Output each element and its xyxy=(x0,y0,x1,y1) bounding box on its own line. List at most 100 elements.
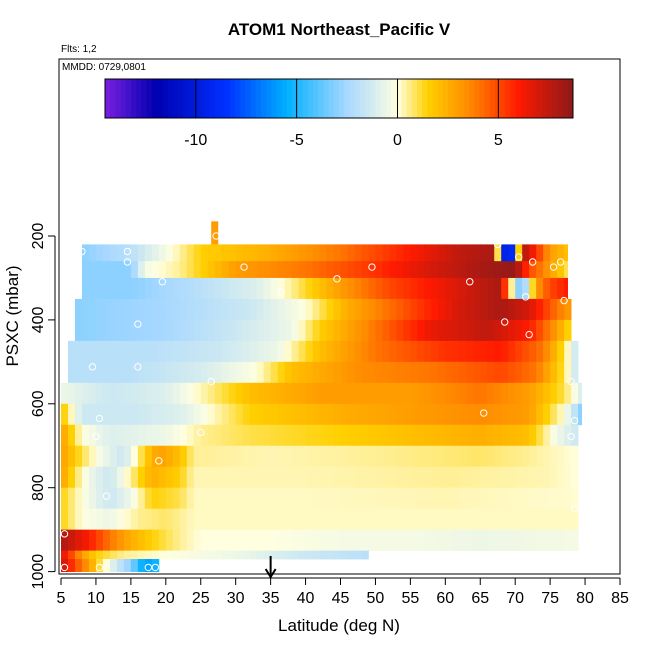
heatmap-cell xyxy=(242,361,251,384)
heatmap-cell xyxy=(361,261,369,279)
heatmap-cell xyxy=(515,508,523,531)
heatmap-cell xyxy=(431,261,439,279)
heatmap-cell xyxy=(235,529,244,552)
heatmap-cell xyxy=(249,261,258,279)
heatmap-cell xyxy=(165,529,174,552)
colorbar-frame xyxy=(104,78,574,119)
heatmap-cell xyxy=(564,340,572,363)
colorbar-segment xyxy=(385,79,392,118)
colorbar-segment xyxy=(131,79,137,118)
heatmap-cell xyxy=(67,340,76,363)
heatmap-cell xyxy=(88,261,97,279)
x-tick-label: 15 xyxy=(122,590,140,607)
heatmap-cell xyxy=(354,487,362,510)
heatmap-cell xyxy=(557,319,565,342)
heatmap-cell xyxy=(354,382,362,405)
heatmap-cell xyxy=(67,550,76,560)
heatmap-cell xyxy=(340,466,348,489)
heatmap-cell xyxy=(578,382,582,405)
heatmap-cell xyxy=(557,466,565,489)
heatmap-cell xyxy=(137,277,146,300)
heatmap-cell xyxy=(102,424,111,447)
heatmap-cell xyxy=(438,424,446,447)
colorbar-segment xyxy=(151,79,158,118)
heatmap-cell xyxy=(403,403,411,426)
heatmap-cell xyxy=(361,466,369,489)
heatmap-cell xyxy=(130,298,139,321)
heatmap-cell xyxy=(536,424,544,447)
colorbar-segment xyxy=(349,79,356,118)
heatmap-cell xyxy=(487,244,495,262)
heatmap-cell xyxy=(466,244,474,262)
heatmap-cell xyxy=(501,403,509,426)
heatmap-cell xyxy=(347,466,355,489)
heatmap-cell xyxy=(193,403,202,426)
heatmap-cell xyxy=(410,382,418,405)
heatmap-cell xyxy=(130,277,139,300)
heatmap-cell xyxy=(88,277,97,300)
heatmap-cell xyxy=(459,261,467,279)
heatmap-cell xyxy=(410,340,418,363)
heatmap-cell xyxy=(382,487,390,510)
heatmap-cell xyxy=(256,277,265,300)
heatmap-cell xyxy=(102,559,111,572)
heatmap-cell xyxy=(123,529,132,552)
heatmap-cell xyxy=(480,487,488,510)
heatmap-cell xyxy=(102,529,111,552)
heatmap-cell xyxy=(326,319,334,342)
observation-point xyxy=(501,318,509,326)
colorbar-segment xyxy=(120,79,127,118)
observation-point xyxy=(95,414,104,423)
heatmap-cell xyxy=(165,319,174,342)
heatmap-cell xyxy=(494,403,502,426)
heatmap-cell xyxy=(172,508,181,531)
heatmap-cell xyxy=(186,244,195,262)
heatmap-cell xyxy=(508,529,516,552)
heatmap-cell xyxy=(424,529,432,552)
heatmap-cell xyxy=(123,403,132,426)
heatmap-cell xyxy=(144,261,153,279)
heatmap-cell xyxy=(151,244,160,262)
heatmap-cell xyxy=(487,382,495,405)
heatmap-cell xyxy=(165,424,174,447)
heatmap-cell xyxy=(228,261,237,279)
heatmap-cell xyxy=(207,508,216,531)
heatmap-cell xyxy=(375,277,383,300)
heatmap-cell xyxy=(305,508,313,531)
heatmap-cell xyxy=(109,298,118,321)
heatmap-cell xyxy=(319,277,327,300)
heatmap-cell xyxy=(382,445,390,468)
heatmap-cell xyxy=(494,508,502,531)
heatmap-cell xyxy=(466,424,474,447)
heatmap-cell xyxy=(109,487,118,510)
heatmap-cell xyxy=(305,261,313,279)
heatmap-cell xyxy=(431,529,439,552)
heatmap-cell xyxy=(109,403,118,426)
heatmap-cell xyxy=(319,487,327,510)
heatmap-cell xyxy=(305,361,313,384)
heatmap-cell xyxy=(116,244,125,262)
heatmap-cell xyxy=(480,529,488,552)
heatmap-cell xyxy=(550,487,558,510)
heatmap-cell xyxy=(494,382,502,405)
heatmap-cell xyxy=(165,340,174,363)
colorbar-segment xyxy=(328,79,335,118)
heatmap-cell xyxy=(424,403,432,426)
heatmap-cell xyxy=(235,487,244,510)
heatmap-cell xyxy=(312,508,320,531)
colorbar-segment xyxy=(183,79,189,118)
heatmap-cell xyxy=(354,529,362,552)
heatmap-cell xyxy=(466,361,474,384)
heatmap-cell xyxy=(417,319,425,342)
heatmap-cell xyxy=(116,487,125,510)
heatmap-cell xyxy=(305,529,313,552)
heatmap-cell xyxy=(291,487,299,510)
heatmap-cell xyxy=(438,508,446,531)
heatmap-cell xyxy=(207,261,216,279)
heatmap-cell xyxy=(396,298,404,321)
heatmap-cell xyxy=(221,529,230,552)
heatmap-cell xyxy=(375,529,383,552)
heatmap-cell xyxy=(256,487,265,510)
colorbar-segment xyxy=(411,79,418,118)
heatmap-cell xyxy=(81,403,90,426)
